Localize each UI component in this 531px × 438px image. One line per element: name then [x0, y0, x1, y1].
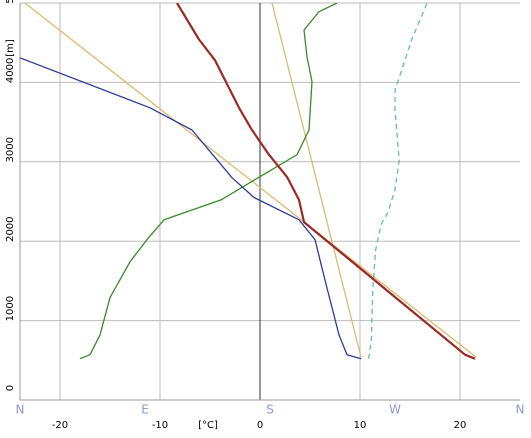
x2-tick-label: S: [266, 403, 274, 417]
y-tick-label: 3000: [5, 137, 16, 162]
x-tick-label: 10: [354, 420, 367, 431]
x-tick-label: -10: [152, 420, 168, 431]
series-line: [271, 3, 362, 358]
x2-tick-label: E: [141, 403, 149, 417]
x-axis-label: [°C]: [198, 420, 218, 431]
x2-tick-label: N: [16, 403, 25, 417]
series-line: [20, 57, 362, 360]
x-tick-label: -20: [52, 420, 68, 431]
x2-tick-label: W: [389, 403, 401, 417]
y-axis-label: [m]: [5, 39, 16, 57]
plot-area: [20, 3, 477, 360]
series-line: [176, 3, 476, 360]
y-tick-label: 1000: [5, 296, 16, 321]
y-tick-label: 2000: [5, 216, 16, 241]
y-tick-label: 5000: [5, 0, 16, 4]
y-tick-label: 4000: [5, 58, 16, 83]
x-tick-label: 0: [257, 420, 263, 431]
series-line: [24, 3, 477, 358]
x2-tick-label: N: [516, 403, 525, 417]
series-line: [367, 3, 428, 359]
x-tick-label: 20: [454, 420, 467, 431]
series-line: [79, 3, 338, 360]
y-tick-label: 0: [5, 385, 16, 391]
